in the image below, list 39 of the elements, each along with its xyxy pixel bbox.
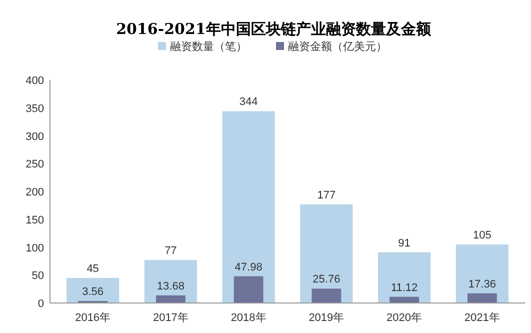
- bar: [222, 111, 275, 303]
- y-tick-label: 200: [26, 186, 44, 198]
- bar: [300, 204, 353, 303]
- y-tick-label: 100: [26, 242, 44, 254]
- y-tick-label: 300: [26, 130, 44, 143]
- data-label: 13.68: [156, 280, 184, 292]
- data-label: 17.36: [468, 278, 496, 290]
- x-tick-label: 2019年: [308, 312, 344, 324]
- x-tick-label: 2020年: [386, 312, 422, 324]
- x-tick-label: 2017年: [152, 312, 188, 324]
- bar: [456, 244, 508, 303]
- data-label: 3.56: [82, 286, 104, 298]
- chart-title: 2016-2021年中国区块链产业融资数量及金额: [116, 20, 432, 38]
- data-label: 91: [398, 237, 410, 250]
- bar: [312, 288, 342, 303]
- y-tick-label: 250: [26, 158, 44, 171]
- data-label: 11.12: [390, 282, 418, 294]
- bar: [66, 278, 120, 303]
- bar: [156, 295, 186, 303]
- data-label: 45: [86, 262, 99, 275]
- data-label: 25.76: [312, 274, 340, 286]
- bar: [467, 293, 497, 303]
- y-tick-label: 50: [32, 270, 44, 282]
- legend-label: 融资数量（笔）: [170, 41, 247, 53]
- y-tick-label: 0: [38, 298, 44, 310]
- data-label: 47.98: [234, 261, 262, 274]
- legend-label: 融资金额（亿美元）: [288, 40, 387, 53]
- data-label: 105: [472, 229, 492, 242]
- bar: [378, 252, 431, 303]
- data-label: 77: [164, 245, 177, 258]
- y-tick-label: 400: [26, 75, 44, 87]
- x-tick-label: 2016年: [75, 312, 111, 324]
- bar: [234, 276, 264, 303]
- data-label: 177: [317, 189, 336, 202]
- y-tick-label: 150: [26, 214, 44, 226]
- data-label: 344: [239, 96, 258, 108]
- x-tick-label: 2021年: [464, 312, 500, 324]
- x-tick-label: 2018年: [230, 312, 266, 324]
- y-tick-label: 350: [26, 102, 44, 115]
